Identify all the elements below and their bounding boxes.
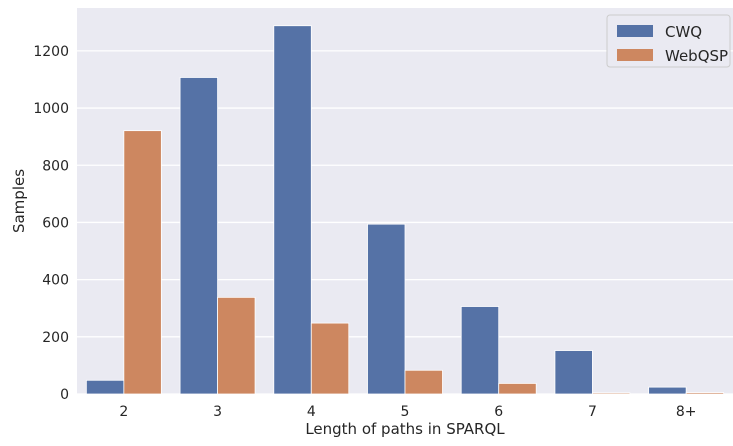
legend: CWQ WebQSP [606,14,731,68]
bar-webqsp-5 [404,369,443,395]
y-tick-label: 600 [42,215,69,231]
x-tick-label: 2 [119,404,128,420]
y-tick-label: 200 [42,330,69,346]
bar-cwq-4 [273,25,312,395]
bar-cwq-3 [179,77,218,395]
bar-cwq-5 [367,223,406,395]
legend-label-cwq: CWQ [665,23,702,41]
x-tick-labels: 2 3 4 5 6 7 8+ [119,404,696,420]
bar-cwq-7 [554,350,593,395]
y-tick-label: 0 [60,387,69,403]
bar-webqsp-3 [217,296,256,395]
bar-webqsp-7 [592,392,631,395]
y-tick-label: 1200 [33,44,69,60]
y-tick-label: 1000 [33,101,69,117]
y-axis-label: Samples [10,169,28,233]
legend-swatch-cwq [617,25,653,37]
x-tick-label: 5 [401,404,410,420]
bar-cwq-6 [460,306,500,395]
x-axis-label: Length of paths in SPARQL [305,420,505,438]
y-tick-label: 400 [42,273,69,289]
bars [85,25,725,395]
x-tick-label: 6 [494,404,503,420]
bar-webqsp-6 [498,383,537,395]
bar-webqsp-4 [310,322,350,395]
legend-swatch-webqsp [617,49,653,61]
y-tick-labels: 0 200 400 600 800 1000 1200 [33,44,69,403]
bar-cwq-2 [85,379,125,395]
y-tick-label: 800 [42,158,69,174]
x-tick-label: 4 [307,404,316,420]
bar-cwq-8plus [648,386,687,395]
bar-webqsp-8plus [685,392,725,395]
x-tick-label: 8+ [676,404,697,420]
x-tick-label: 3 [213,404,222,420]
x-tick-label: 7 [588,404,597,420]
legend-label-webqsp: WebQSP [665,47,728,65]
bar-webqsp-2 [123,130,162,395]
